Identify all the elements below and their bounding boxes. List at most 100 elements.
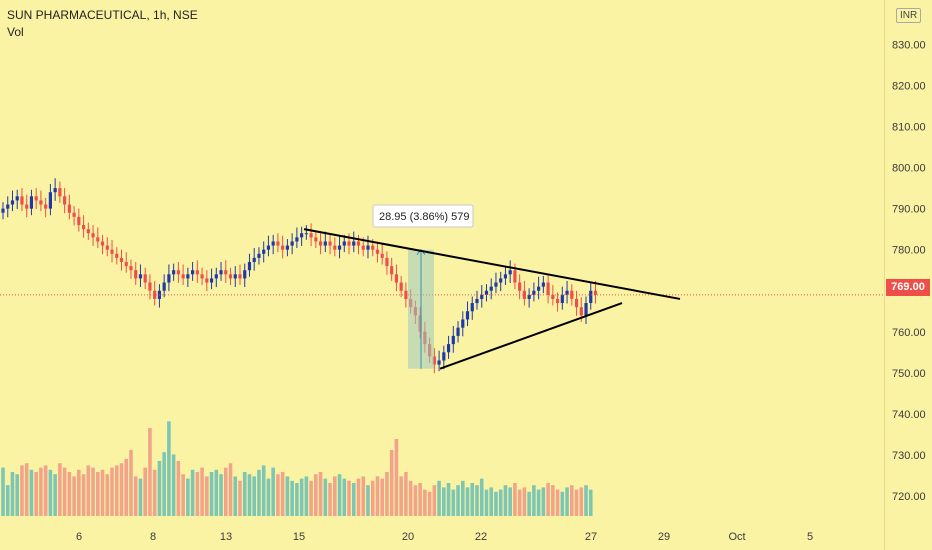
volume-bar xyxy=(404,472,408,516)
candle-body xyxy=(257,253,261,258)
candle-body xyxy=(195,270,199,275)
volume-bar xyxy=(347,480,351,516)
candle-body xyxy=(513,270,517,283)
candle-body xyxy=(39,200,43,205)
volume-bar xyxy=(442,487,446,516)
candle-body xyxy=(499,278,503,283)
volume-bar xyxy=(181,474,185,516)
volume-bar xyxy=(399,476,403,516)
candle-body xyxy=(394,274,399,283)
candle-body xyxy=(214,274,218,279)
candle-body xyxy=(44,204,48,209)
time-axis[interactable]: 6 8 13 15 20 22 27 29 Oct 5 xyxy=(76,531,813,543)
candle-body xyxy=(570,290,574,299)
candle-body xyxy=(532,290,536,295)
volume-bar xyxy=(34,472,38,516)
volume-bar xyxy=(119,463,124,516)
volume-bar xyxy=(465,487,470,516)
measure-arrow-head xyxy=(416,248,426,255)
measure-label: 28.95 (3.86%) 579 xyxy=(379,211,470,223)
volume-bar xyxy=(342,478,347,516)
candle-body xyxy=(527,294,531,299)
candle-body xyxy=(119,257,124,262)
volume-bar xyxy=(138,478,143,516)
candle-body xyxy=(560,294,564,304)
drawings-layer[interactable]: 28.95 (3.86%) 579 xyxy=(0,204,884,370)
candle-body xyxy=(247,262,252,271)
volume-bar xyxy=(456,485,460,516)
volume-bar xyxy=(20,465,24,516)
symbol-title[interactable]: SUN PHARMACEUTICAL, 1h, NSE xyxy=(7,8,198,22)
candle-body xyxy=(347,241,351,246)
volume-bar xyxy=(261,465,266,516)
volume-bar xyxy=(228,463,233,516)
volume-bar xyxy=(266,478,271,516)
candle-body xyxy=(475,298,479,304)
volume-bar xyxy=(323,478,328,516)
volume-bar xyxy=(574,489,579,516)
volume-bar xyxy=(375,476,380,516)
y-tick-label: 800.00 xyxy=(892,163,926,175)
candle-body xyxy=(451,335,455,345)
candle-body xyxy=(337,245,342,250)
volume-bar xyxy=(205,476,209,516)
candle-body xyxy=(465,311,470,320)
candle-body xyxy=(399,282,403,291)
candle-body xyxy=(129,266,133,271)
volume-bar xyxy=(427,491,432,516)
y-tick-label: 810.00 xyxy=(892,122,926,134)
volume-bar xyxy=(314,474,318,516)
volume-bar xyxy=(584,485,588,516)
volume-bar xyxy=(152,469,157,516)
volume-bar xyxy=(295,483,299,516)
candle-body xyxy=(134,270,138,279)
volume-bar xyxy=(219,474,223,516)
volume-bar xyxy=(513,483,517,516)
x-tick-label: 22 xyxy=(475,531,487,543)
price-axis[interactable]: 830.00820.00810.00800.00790.00780.00770.… xyxy=(892,39,926,503)
candle-body xyxy=(100,241,105,246)
volume-bar xyxy=(423,489,427,516)
volume-bar xyxy=(209,472,214,516)
candle-body xyxy=(77,216,81,226)
last-price-tag: 769.00 xyxy=(886,279,930,296)
x-tick-label: 6 xyxy=(76,531,82,543)
candle-body xyxy=(456,327,460,336)
volume-bar xyxy=(370,480,375,516)
candle-body xyxy=(494,282,498,287)
candle-body xyxy=(323,241,327,246)
volume-bar xyxy=(551,485,555,516)
volume-bar xyxy=(15,474,20,516)
volume-bar xyxy=(366,485,370,516)
volume-bar xyxy=(503,485,508,516)
candle-body xyxy=(224,270,228,275)
candle-body xyxy=(285,245,289,250)
volume-bar xyxy=(588,489,593,516)
candle-body xyxy=(300,233,304,238)
volume-indicator-label[interactable]: Vol xyxy=(7,25,24,39)
currency-badge[interactable]: INR xyxy=(896,8,922,23)
volume-bar xyxy=(257,469,261,516)
volume-bar xyxy=(233,476,238,516)
volume-bar xyxy=(413,485,418,516)
candle-body xyxy=(281,245,285,250)
volume-bar xyxy=(432,485,437,516)
candle-body xyxy=(186,274,190,279)
candle-body xyxy=(191,270,195,275)
volume-bar xyxy=(532,485,536,516)
candle-body xyxy=(565,290,569,295)
candle-body xyxy=(537,286,541,291)
candle-body xyxy=(205,278,209,283)
candle-body xyxy=(124,262,128,267)
candle-body xyxy=(29,196,34,209)
candle-body xyxy=(375,249,380,254)
x-tick-label: 8 xyxy=(150,531,156,543)
candle-body xyxy=(522,290,526,299)
volume-bar xyxy=(309,480,313,516)
volume-bar xyxy=(541,487,546,516)
volume-bar xyxy=(133,476,138,516)
candle-body xyxy=(508,270,512,275)
volume-bar xyxy=(148,428,152,516)
volume-bar xyxy=(162,452,166,516)
